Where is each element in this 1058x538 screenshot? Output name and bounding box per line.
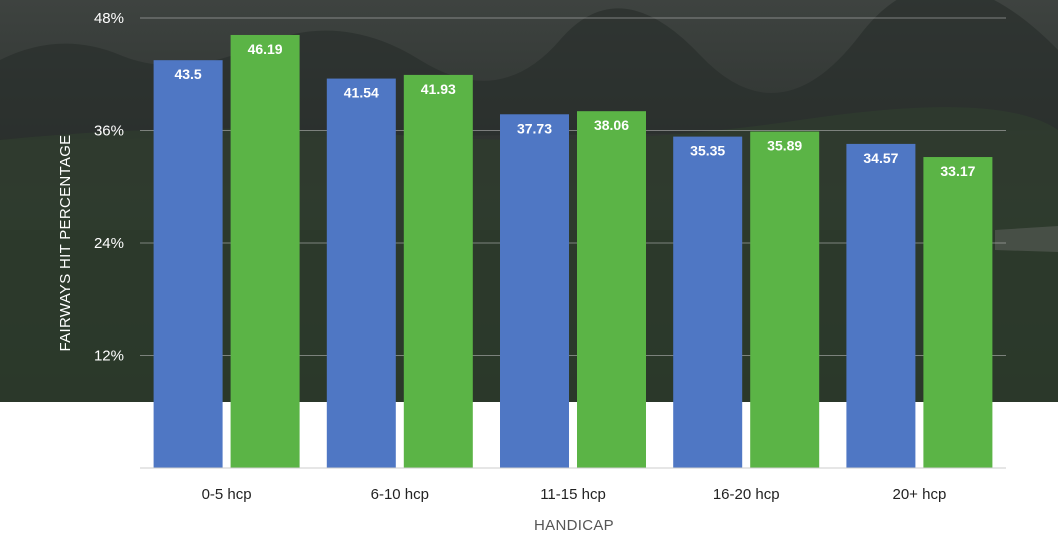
data-label: 34.57 xyxy=(863,150,898,166)
y-tick-label: 36% xyxy=(94,123,124,140)
x-axis-label: HANDICAP xyxy=(534,517,614,534)
bar xyxy=(577,111,646,468)
bar xyxy=(673,136,743,468)
data-label: 33.17 xyxy=(940,163,975,179)
bar xyxy=(153,60,223,468)
data-label: 41.54 xyxy=(344,85,379,101)
y-axis-ticks: 12% 24% 36% 48% xyxy=(94,10,124,365)
bar xyxy=(500,114,569,468)
data-label: 38.06 xyxy=(594,117,629,133)
x-tick-label: 16-20 hcp xyxy=(713,486,780,503)
x-tick-label: 0-5 hcp xyxy=(202,486,252,503)
y-tick-label: 12% xyxy=(94,348,124,365)
data-label: 41.93 xyxy=(421,81,456,97)
bar xyxy=(846,143,916,468)
data-label: 43.5 xyxy=(174,66,201,82)
data-label: 35.89 xyxy=(767,138,802,154)
y-tick-label: 48% xyxy=(94,10,124,27)
x-tick-label: 6-10 hcp xyxy=(371,486,429,503)
bar xyxy=(403,74,473,468)
bar xyxy=(750,131,820,468)
data-labels: 43.5 46.19 41.54 41.93 37.73 38.06 35.35 35.89 3… xyxy=(174,41,975,179)
data-label: 37.73 xyxy=(517,120,552,136)
x-axis-tick-labels: 0-5 hcp 6-10 hcp 11-15 hcp 16-20 hcp 20+ hcp xyxy=(202,486,947,503)
y-tick-label: 24% xyxy=(94,235,124,252)
data-label: 35.35 xyxy=(690,143,725,159)
y-axis-label: FAIRWAYS HIT PERCENTAGE xyxy=(57,135,74,352)
x-tick-label: 20+ hcp xyxy=(893,486,947,503)
bars xyxy=(153,34,993,468)
x-tick-label: 11-15 hcp xyxy=(540,486,606,503)
bar xyxy=(923,157,993,468)
bar xyxy=(230,34,300,468)
data-label: 46.19 xyxy=(248,41,283,57)
bar xyxy=(326,78,396,468)
